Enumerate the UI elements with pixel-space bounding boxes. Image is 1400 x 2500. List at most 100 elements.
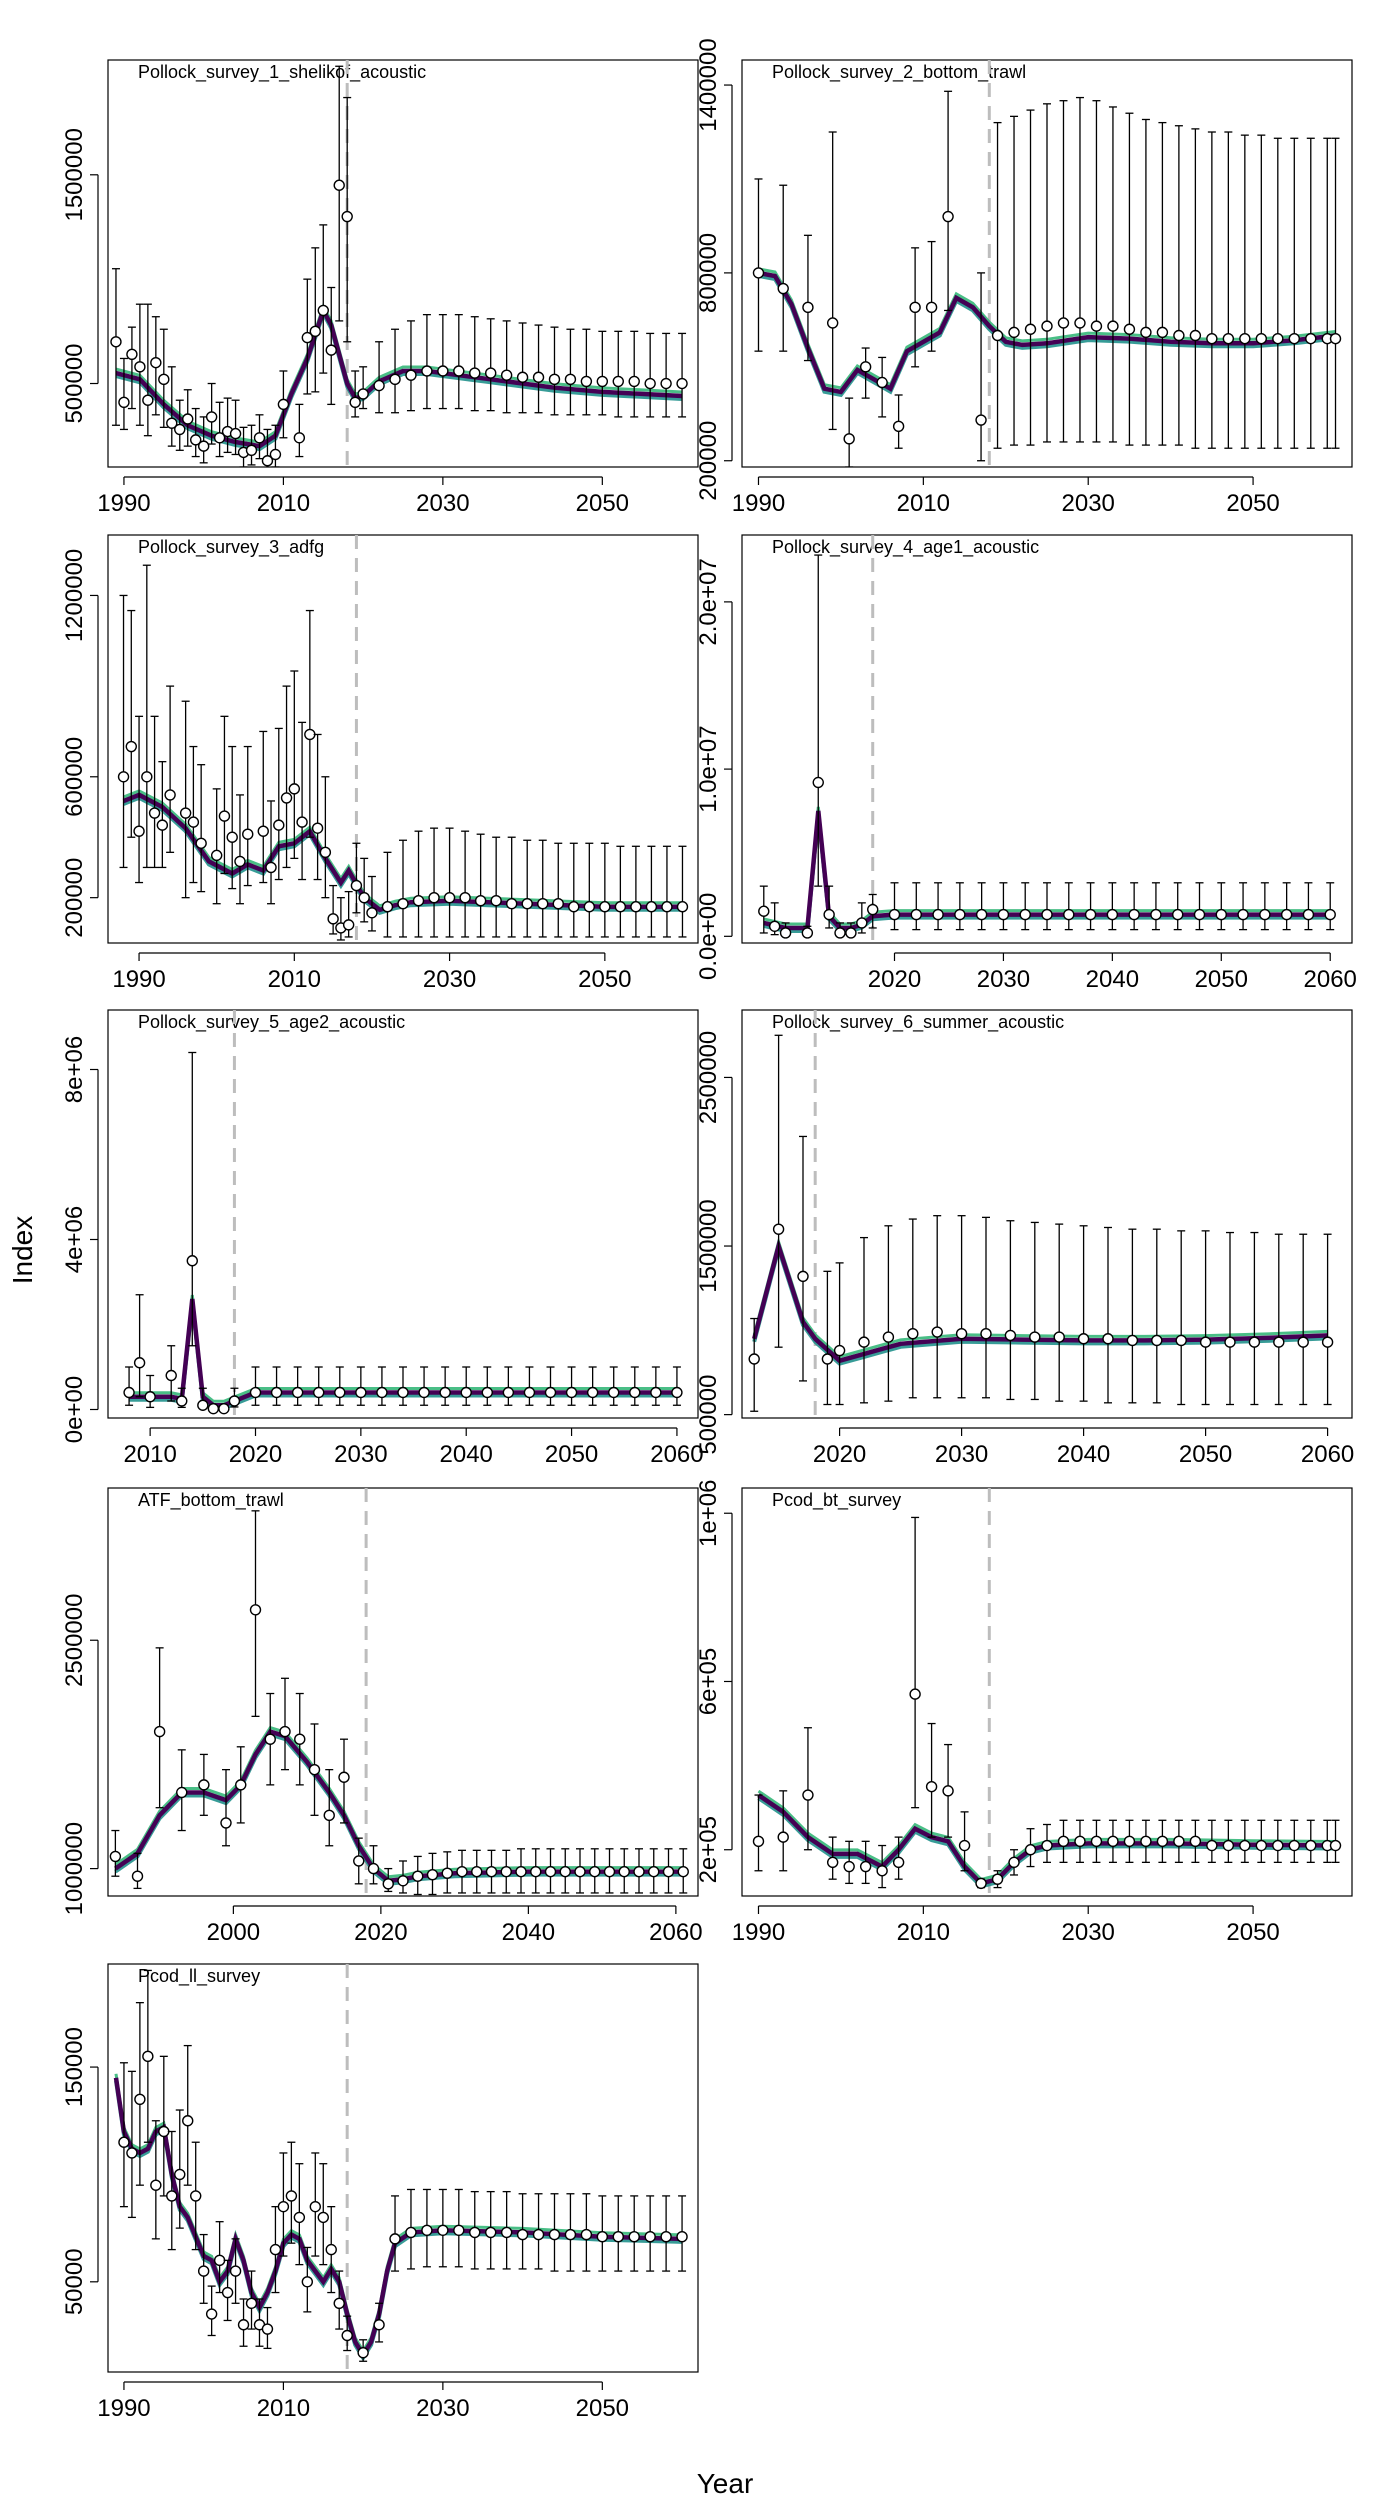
observation-point [564, 373, 577, 386]
observation-point [437, 2224, 449, 2236]
observation-point [293, 2211, 306, 2224]
panel-title: Pcod_bt_survey [772, 1490, 901, 1511]
observation-point [1128, 908, 1140, 921]
observation-point [523, 1386, 536, 1399]
observation-point [133, 825, 145, 837]
observation-point [833, 1344, 846, 1357]
observation-point [205, 2308, 218, 2320]
x-tick-label: 2040 [502, 1919, 555, 1946]
observation-point [1024, 1844, 1037, 1856]
observation-point [677, 1865, 689, 1878]
observation-point [892, 1856, 905, 1869]
ensemble-line [752, 1236, 1328, 1359]
observation-point [294, 1733, 306, 1745]
y-tick-label: 2e+05 [695, 1816, 722, 1883]
observation-point [676, 2231, 688, 2243]
observation-point [389, 2233, 401, 2245]
observation-point [1090, 320, 1103, 332]
observation-point [174, 2168, 186, 2181]
observation-point [304, 728, 316, 741]
observation-point [179, 807, 192, 819]
observation-point [141, 771, 153, 783]
observation-point [537, 898, 549, 910]
observation-point [910, 908, 922, 921]
x-tick-label: 2040 [440, 1441, 493, 1468]
observation-point [1259, 908, 1271, 921]
observation-point [801, 927, 814, 939]
observation-point [650, 1386, 662, 1399]
observation-point [1206, 1839, 1218, 1852]
observation-point [505, 898, 518, 910]
observation-point [826, 317, 839, 329]
observation-point [453, 2224, 465, 2236]
y-tick-label: 1400000 [695, 38, 722, 131]
observation-point [357, 2346, 369, 2359]
observation-point [1140, 326, 1152, 339]
observation-point [644, 377, 656, 390]
observation-point [249, 1386, 262, 1399]
panel-title: Pollock_survey_3_adfg [138, 537, 324, 558]
x-tick-label: 2020 [868, 966, 921, 993]
observation-point [165, 1369, 177, 1382]
y-tick-label: 0e+00 [61, 1376, 88, 1443]
observation-point [490, 894, 502, 907]
observation-point [612, 2231, 624, 2243]
observation-point [150, 2179, 162, 2191]
x-tick-label: 2020 [229, 1441, 282, 1468]
observation-point [176, 1395, 188, 1407]
observation-point [532, 2228, 545, 2241]
observation-point [1206, 332, 1218, 345]
observation-point [925, 1780, 938, 1793]
observation-point [358, 891, 370, 904]
x-tick-label: 2030 [935, 1441, 988, 1468]
observation-point [277, 398, 290, 411]
observation-point [958, 1839, 971, 1852]
observation-point [389, 373, 401, 386]
observation-point [662, 1865, 675, 1878]
observation-point [153, 1725, 166, 1738]
observation-point [342, 919, 355, 931]
observation-point [1107, 320, 1119, 332]
observation-point [997, 908, 1010, 921]
observation-point [261, 455, 274, 467]
observation-point [270, 1386, 283, 1399]
observation-point [758, 905, 770, 917]
observation-point [1224, 1336, 1236, 1348]
plot-area [123, 1010, 683, 1418]
observation-point [134, 361, 146, 373]
observation-point [954, 908, 966, 921]
observation-point [975, 1877, 987, 1890]
x-tick-label: 2060 [1304, 966, 1357, 993]
observation-point [845, 927, 857, 939]
observation-point [1084, 908, 1097, 921]
y-tick-label: 600000 [61, 737, 88, 817]
plot-frame [107, 1963, 699, 2373]
x-tick-label: 2010 [257, 490, 310, 517]
observation-point [309, 325, 321, 338]
observation-point [586, 1386, 599, 1399]
observation-point [1156, 326, 1169, 339]
observation-point [843, 1860, 855, 1873]
observation-point [341, 210, 353, 223]
x-tick-label: 1990 [97, 2395, 150, 2422]
observation-point [500, 2226, 513, 2239]
observation-point [245, 2297, 258, 2309]
y-tick-label: 200000 [695, 421, 722, 501]
x-tick-label: 2040 [1086, 966, 1139, 993]
y-tick-label: 4e+06 [61, 1206, 88, 1273]
observation-point [156, 819, 169, 831]
observation-point [469, 367, 481, 379]
observation-point [521, 898, 533, 910]
observation-point [441, 1867, 453, 1879]
observation-point [618, 1865, 630, 1878]
observation-point [182, 2115, 194, 2127]
observation-point [1305, 1839, 1317, 1852]
observation-point [198, 1779, 210, 1791]
observation-point [264, 1733, 276, 1745]
observation-point [1123, 1835, 1136, 1848]
observation-point [1090, 1835, 1103, 1848]
observation-point [301, 331, 314, 344]
observation-point [544, 1865, 557, 1878]
x-tick-label: 2050 [1226, 490, 1279, 517]
